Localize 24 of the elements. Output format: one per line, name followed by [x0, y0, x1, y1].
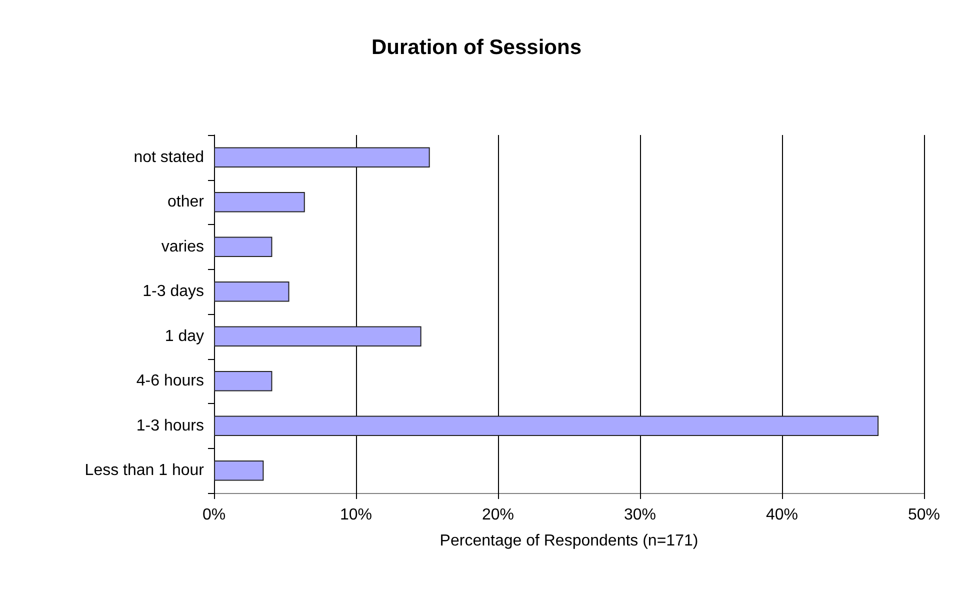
bar [214, 326, 422, 346]
y-tick-label: varies [161, 238, 204, 256]
bar [214, 416, 879, 436]
x-axis-title: Percentage of Respondents (n=171) [440, 532, 698, 550]
bar [214, 147, 430, 168]
bar [214, 460, 264, 481]
y-tick-label: 1-3 hours [136, 417, 204, 434]
y-tick-label: not stated [134, 148, 204, 166]
y-tick-label: 1-3 days [142, 283, 204, 300]
y-tick-label: other [168, 194, 205, 211]
x-tick-label: 40% [766, 506, 798, 524]
x-tick-label: 50% [908, 506, 940, 524]
y-tick-label: 4-6 hours [136, 372, 204, 390]
y-tick-label: Less than 1 hour [84, 462, 205, 480]
chart-title: Duration of Sessions [371, 36, 582, 59]
x-tick-label: 30% [624, 506, 656, 524]
x-tick-label: 0% [202, 506, 226, 524]
bar [214, 371, 272, 392]
bar [214, 236, 272, 257]
y-tick-label: 1 day [164, 328, 204, 345]
bar [214, 282, 290, 302]
bar [214, 192, 305, 212]
x-tick-label: 10% [340, 506, 372, 524]
x-tick-label: 20% [482, 506, 514, 524]
